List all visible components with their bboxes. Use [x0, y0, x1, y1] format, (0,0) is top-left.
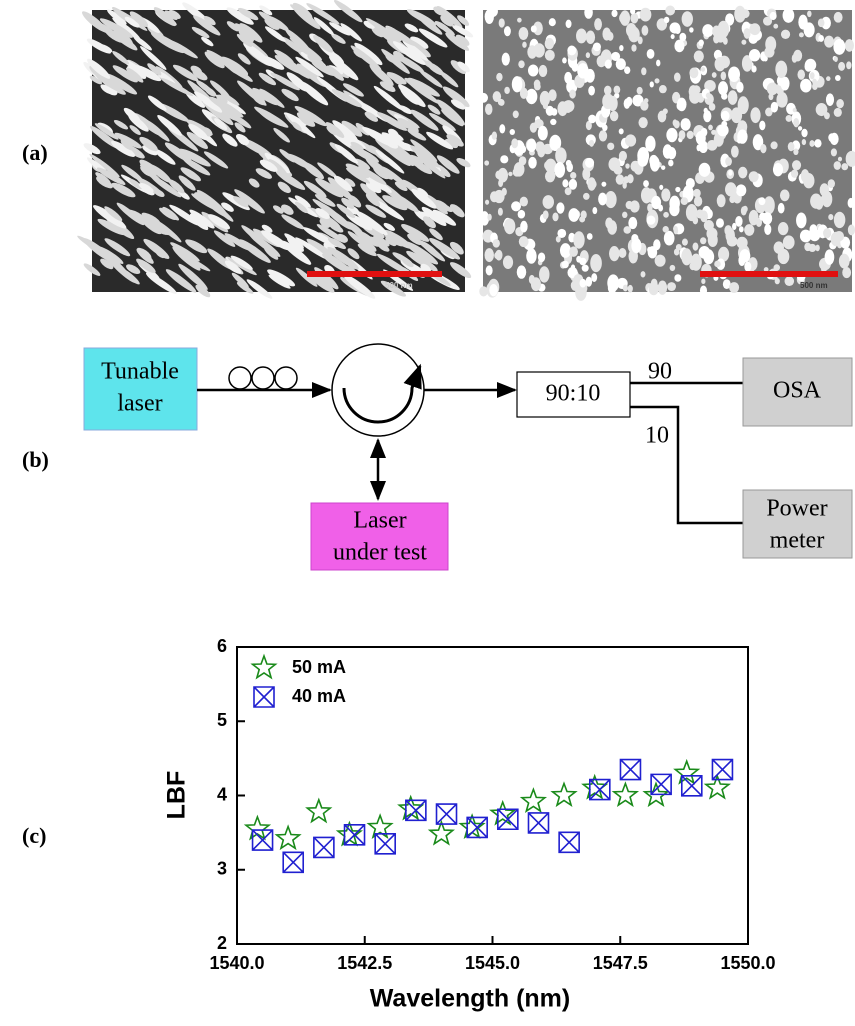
point [338, 823, 361, 845]
scale-bar-label: 500 nm [800, 281, 828, 290]
chart: Wavelength (nm) LBF 1540.0 1542.5 1545.0 15… [163, 636, 776, 1013]
point [553, 784, 576, 806]
point [614, 784, 637, 806]
node-label: OSA [773, 378, 822, 404]
sem-image [76, 0, 475, 301]
point [277, 827, 300, 849]
figure: (a) (b) (c) 500 nm 500 nm Tunable laser … [0, 0, 855, 1026]
node-label: Laser [353, 508, 406, 534]
y-tick-label: 2 [217, 933, 227, 953]
point [467, 817, 487, 837]
legend-label: 40 mA [292, 686, 346, 706]
x-tick-label: 1550.0 [720, 953, 775, 973]
panel-label: (c) [22, 823, 46, 848]
panel-label: (a) [22, 140, 48, 165]
point [283, 852, 303, 872]
y-tick-label: 4 [217, 784, 227, 804]
node-label: 90:10 [546, 381, 601, 407]
point [314, 837, 334, 857]
legend-marker [254, 687, 274, 707]
panel-label: (b) [22, 447, 49, 472]
node-label: Power [766, 496, 827, 522]
x-tick-label: 1540.0 [209, 953, 264, 973]
port-label: 10 [645, 423, 669, 449]
y-tick-label: 6 [217, 636, 227, 656]
point [620, 760, 640, 780]
point [345, 825, 365, 845]
x-tick-label: 1545.0 [465, 953, 520, 973]
point [461, 815, 484, 837]
point [559, 832, 579, 852]
point [307, 800, 330, 822]
legend-marker [253, 656, 276, 678]
diagram [84, 344, 852, 570]
legend-label: 50 mA [292, 657, 346, 677]
x-tick-label: 1542.5 [337, 953, 392, 973]
point [491, 802, 514, 824]
point [528, 813, 548, 833]
node-label: laser [117, 391, 162, 417]
node-label: Tunable [101, 359, 179, 385]
port-label: 90 [648, 359, 672, 385]
scale-bar [700, 271, 838, 277]
y-tick-label: 3 [217, 859, 227, 879]
point [437, 804, 457, 824]
sem-image [479, 5, 855, 301]
y-axis-label: LBF [163, 771, 191, 820]
x-tick-label: 1547.5 [593, 953, 648, 973]
point [712, 760, 732, 780]
node-label: meter [770, 528, 825, 554]
node-label: under test [333, 540, 427, 566]
point [430, 822, 453, 844]
y-tick-label: 5 [217, 710, 227, 730]
point [498, 809, 518, 829]
scale-bar [307, 271, 442, 277]
x-axis-label: Wavelength (nm) [370, 985, 570, 1013]
scale-bar-label: 500 nm [385, 281, 413, 290]
point [522, 789, 545, 811]
